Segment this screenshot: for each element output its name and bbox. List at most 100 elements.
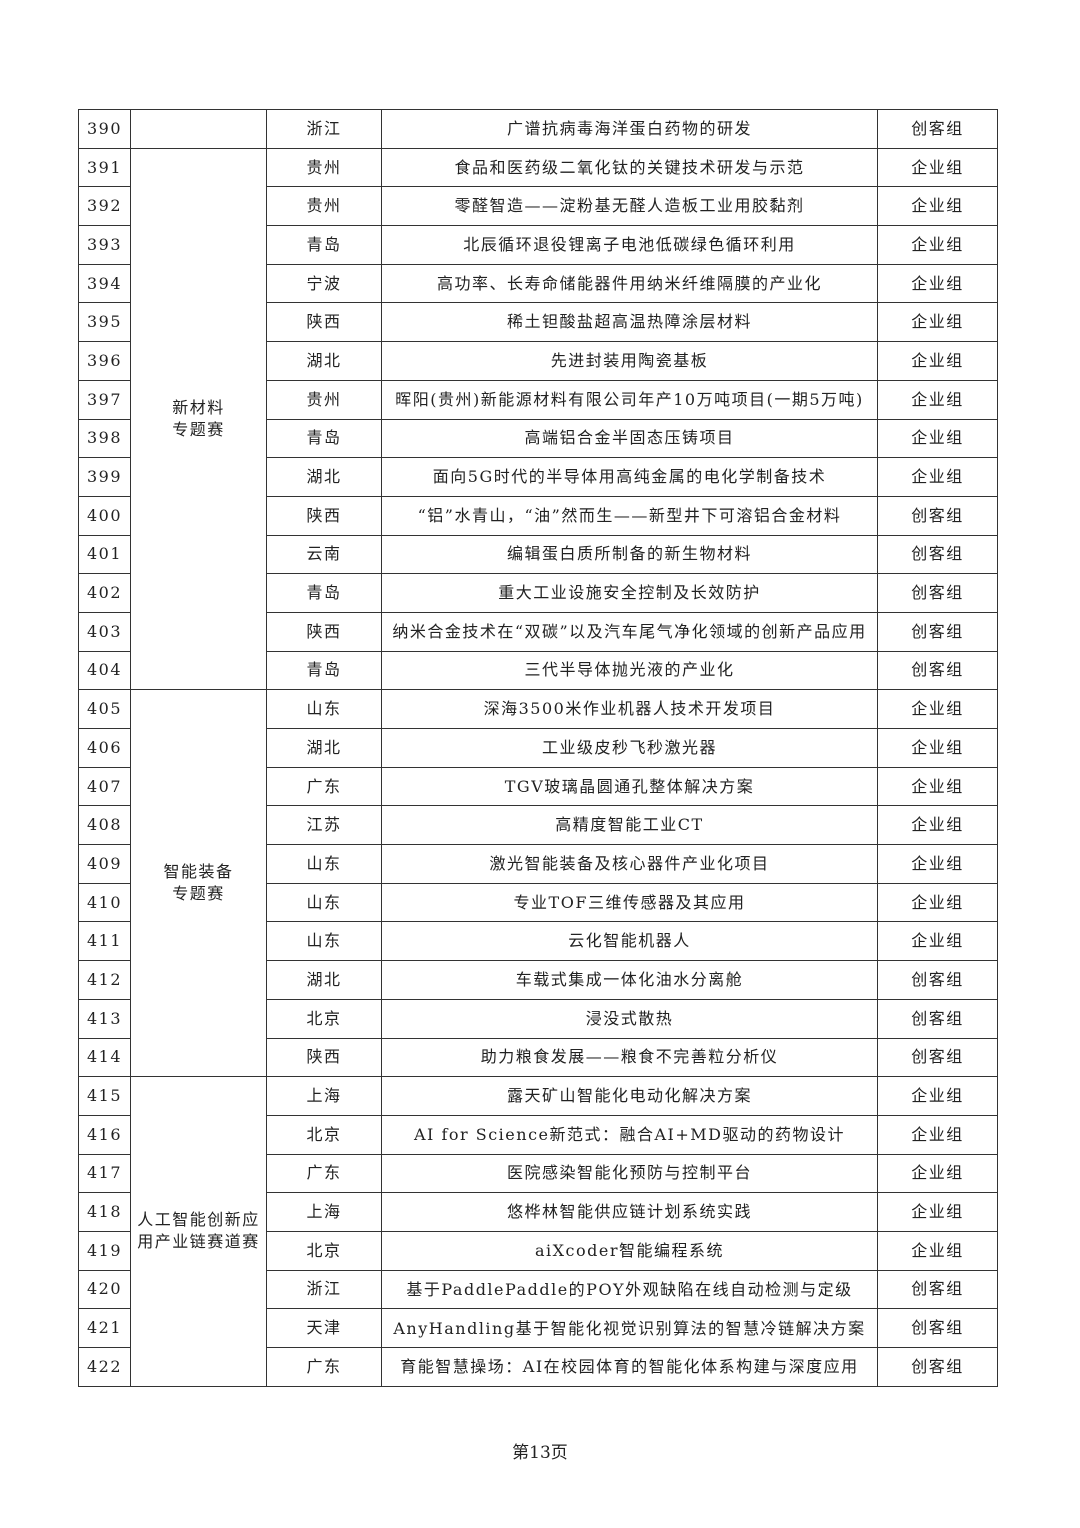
region-cell: 浙江 bbox=[266, 109, 382, 149]
region-cell: 陕西 bbox=[266, 302, 382, 343]
project-name-cell: 基于PaddlePaddle的POY外观缺陷在线自动检测与定级 bbox=[381, 1269, 878, 1310]
project-name-cell: 稀土钽酸盐超高温热障涂层材料 bbox=[381, 302, 878, 343]
project-name-cell: 纳米合金技术在“双碳”以及汽车尾气净化领域的创新产品应用 bbox=[381, 611, 878, 652]
table-row: 402 青岛 重大工业设施安全控制及长效防护 创客组 bbox=[78, 573, 998, 613]
table-row: 406 湖北 工业级皮秒飞秒激光器 企业组 bbox=[78, 728, 998, 768]
row-number: 401 bbox=[78, 534, 131, 575]
group-cell: 创客组 bbox=[877, 109, 998, 149]
project-name-cell: 育能智慧操场：AI在校园体育的智能化体系构建与深度应用 bbox=[381, 1347, 878, 1387]
group-cell: 创客组 bbox=[877, 534, 998, 575]
row-number: 394 bbox=[78, 263, 131, 304]
row-number: 397 bbox=[78, 379, 131, 420]
row-number: 395 bbox=[78, 302, 131, 343]
group-cell: 创客组 bbox=[877, 1037, 998, 1078]
row-number: 398 bbox=[78, 418, 131, 459]
group-cell: 企业组 bbox=[877, 766, 998, 807]
row-number: 412 bbox=[78, 960, 131, 1000]
project-name-cell: “铝”水青山，“油”然而生——新型井下可溶铝合金材料 bbox=[381, 495, 878, 536]
row-number: 407 bbox=[78, 766, 131, 807]
row-number: 422 bbox=[78, 1347, 131, 1387]
project-name-cell: 高功率、长寿命储能器件用纳米纤维隔膜的产业化 bbox=[381, 263, 878, 304]
row-number: 417 bbox=[78, 1153, 131, 1194]
group-cell: 企业组 bbox=[877, 302, 998, 343]
region-cell: 北京 bbox=[266, 998, 382, 1039]
region-cell: 广东 bbox=[266, 766, 382, 807]
table-row: 394 宁波 高功率、长寿命储能器件用纳米纤维隔膜的产业化 企业组 bbox=[78, 263, 998, 304]
table-row: 399 湖北 面向5G时代的半导体用高纯金属的电化学制备技术 企业组 bbox=[78, 457, 998, 497]
region-cell: 湖北 bbox=[266, 341, 382, 381]
group-cell: 创客组 bbox=[877, 1308, 998, 1348]
table-row: 408 江苏 高精度智能工业CT 企业组 bbox=[78, 805, 998, 846]
table-row: 392 贵州 零醛智造——淀粉基无醛人造板工业用胶黏剂 企业组 bbox=[78, 186, 998, 227]
project-name-cell: 面向5G时代的半导体用高纯金属的电化学制备技术 bbox=[381, 457, 878, 497]
region-cell: 广东 bbox=[266, 1153, 382, 1194]
table-row: 421 天津 AnyHandling基于智能化视觉识别算法的智慧冷链解决方案 创客组 bbox=[78, 1308, 998, 1348]
group-cell: 企业组 bbox=[877, 844, 998, 884]
table-row: 395 陕西 稀土钽酸盐超高温热障涂层材料 企业组 bbox=[78, 302, 998, 343]
group-cell: 企业组 bbox=[877, 186, 998, 227]
region-cell: 山东 bbox=[266, 921, 382, 962]
row-number: 408 bbox=[78, 805, 131, 846]
category-line: 人工智能创新应 bbox=[137, 1210, 260, 1230]
region-cell: 青岛 bbox=[266, 650, 382, 691]
project-name-cell: 三代半导体抛光液的产业化 bbox=[381, 650, 878, 691]
region-cell: 广东 bbox=[266, 1347, 382, 1387]
project-name-cell: 露天矿山智能化电动化解决方案 bbox=[381, 1076, 878, 1116]
table-row: 414 陕西 助力粮食发展——粮食不完善粒分析仪 创客组 bbox=[78, 1037, 998, 1078]
project-name-cell: 零醛智造——淀粉基无醛人造板工业用胶黏剂 bbox=[381, 186, 878, 227]
table-row: 411 山东 云化智能机器人 企业组 bbox=[78, 921, 998, 962]
table-row: 397 贵州 晖阳(贵州)新能源材料有限公司年产10万吨项目(一期5万吨) 企业组 bbox=[78, 379, 998, 420]
row-number: 420 bbox=[78, 1269, 131, 1310]
project-name-cell: 浸没式散热 bbox=[381, 998, 878, 1039]
group-cell: 企业组 bbox=[877, 341, 998, 381]
region-cell: 贵州 bbox=[266, 379, 382, 420]
group-cell: 企业组 bbox=[877, 1114, 998, 1155]
project-name-cell: 广谱抗病毒海洋蛋白药物的研发 bbox=[381, 109, 878, 149]
project-name-cell: 云化智能机器人 bbox=[381, 921, 878, 962]
region-cell: 青岛 bbox=[266, 225, 382, 265]
region-cell: 天津 bbox=[266, 1308, 382, 1348]
project-name-cell: 编辑蛋白质所制备的新生物材料 bbox=[381, 534, 878, 575]
project-name-cell: 悠桦林智能供应链计划系统实践 bbox=[381, 1192, 878, 1232]
group-cell: 创客组 bbox=[877, 1269, 998, 1310]
table-row: 407 广东 TGV玻璃晶圆通孔整体解决方案 企业组 bbox=[78, 766, 998, 807]
project-name-cell: 助力粮食发展——粮食不完善粒分析仪 bbox=[381, 1037, 878, 1078]
row-number: 411 bbox=[78, 921, 131, 962]
row-number: 405 bbox=[78, 689, 131, 729]
group-cell: 创客组 bbox=[877, 611, 998, 652]
row-number: 406 bbox=[78, 728, 131, 768]
category-line: 用产业链赛道赛 bbox=[137, 1232, 260, 1252]
group-cell: 创客组 bbox=[877, 495, 998, 536]
row-number: 402 bbox=[78, 573, 131, 613]
category-line: 智能装备 bbox=[163, 862, 234, 882]
region-cell: 陕西 bbox=[266, 1037, 382, 1078]
group-cell: 企业组 bbox=[877, 418, 998, 459]
table-row: 403 陕西 纳米合金技术在“双碳”以及汽车尾气净化领域的创新产品应用 创客组 bbox=[78, 611, 998, 652]
category-cell: 智能装备 专题赛 bbox=[130, 689, 267, 1078]
group-cell: 创客组 bbox=[877, 1347, 998, 1387]
region-cell: 宁波 bbox=[266, 263, 382, 304]
table-row: 393 青岛 北辰循环退役锂离子电池低碳绿色循环利用 企业组 bbox=[78, 225, 998, 265]
region-cell: 湖北 bbox=[266, 728, 382, 768]
group-cell: 创客组 bbox=[877, 573, 998, 613]
table-row: 419 北京 aiXcoder智能编程系统 企业组 bbox=[78, 1230, 998, 1271]
row-number: 393 bbox=[78, 225, 131, 265]
project-name-cell: 晖阳(贵州)新能源材料有限公司年产10万吨项目(一期5万吨) bbox=[381, 379, 878, 420]
group-cell: 企业组 bbox=[877, 1192, 998, 1232]
region-cell: 湖北 bbox=[266, 457, 382, 497]
row-number: 404 bbox=[78, 650, 131, 691]
table-row: 404 青岛 三代半导体抛光液的产业化 创客组 bbox=[78, 650, 998, 691]
project-name-cell: 车载式集成一体化油水分离舱 bbox=[381, 960, 878, 1000]
project-name-cell: 高端铝合金半固态压铸项目 bbox=[381, 418, 878, 459]
group-cell: 企业组 bbox=[877, 805, 998, 846]
row-number: 390 bbox=[78, 109, 131, 149]
category-line: 专题赛 bbox=[172, 420, 225, 439]
group-cell: 企业组 bbox=[877, 1230, 998, 1271]
group-cell: 创客组 bbox=[877, 960, 998, 1000]
row-number: 419 bbox=[78, 1230, 131, 1271]
project-name-cell: 高精度智能工业CT bbox=[381, 805, 878, 846]
group-cell: 创客组 bbox=[877, 650, 998, 691]
group-cell: 企业组 bbox=[877, 689, 998, 729]
category-cell bbox=[130, 109, 267, 149]
table-row: 401 云南 编辑蛋白质所制备的新生物材料 创客组 bbox=[78, 534, 998, 575]
